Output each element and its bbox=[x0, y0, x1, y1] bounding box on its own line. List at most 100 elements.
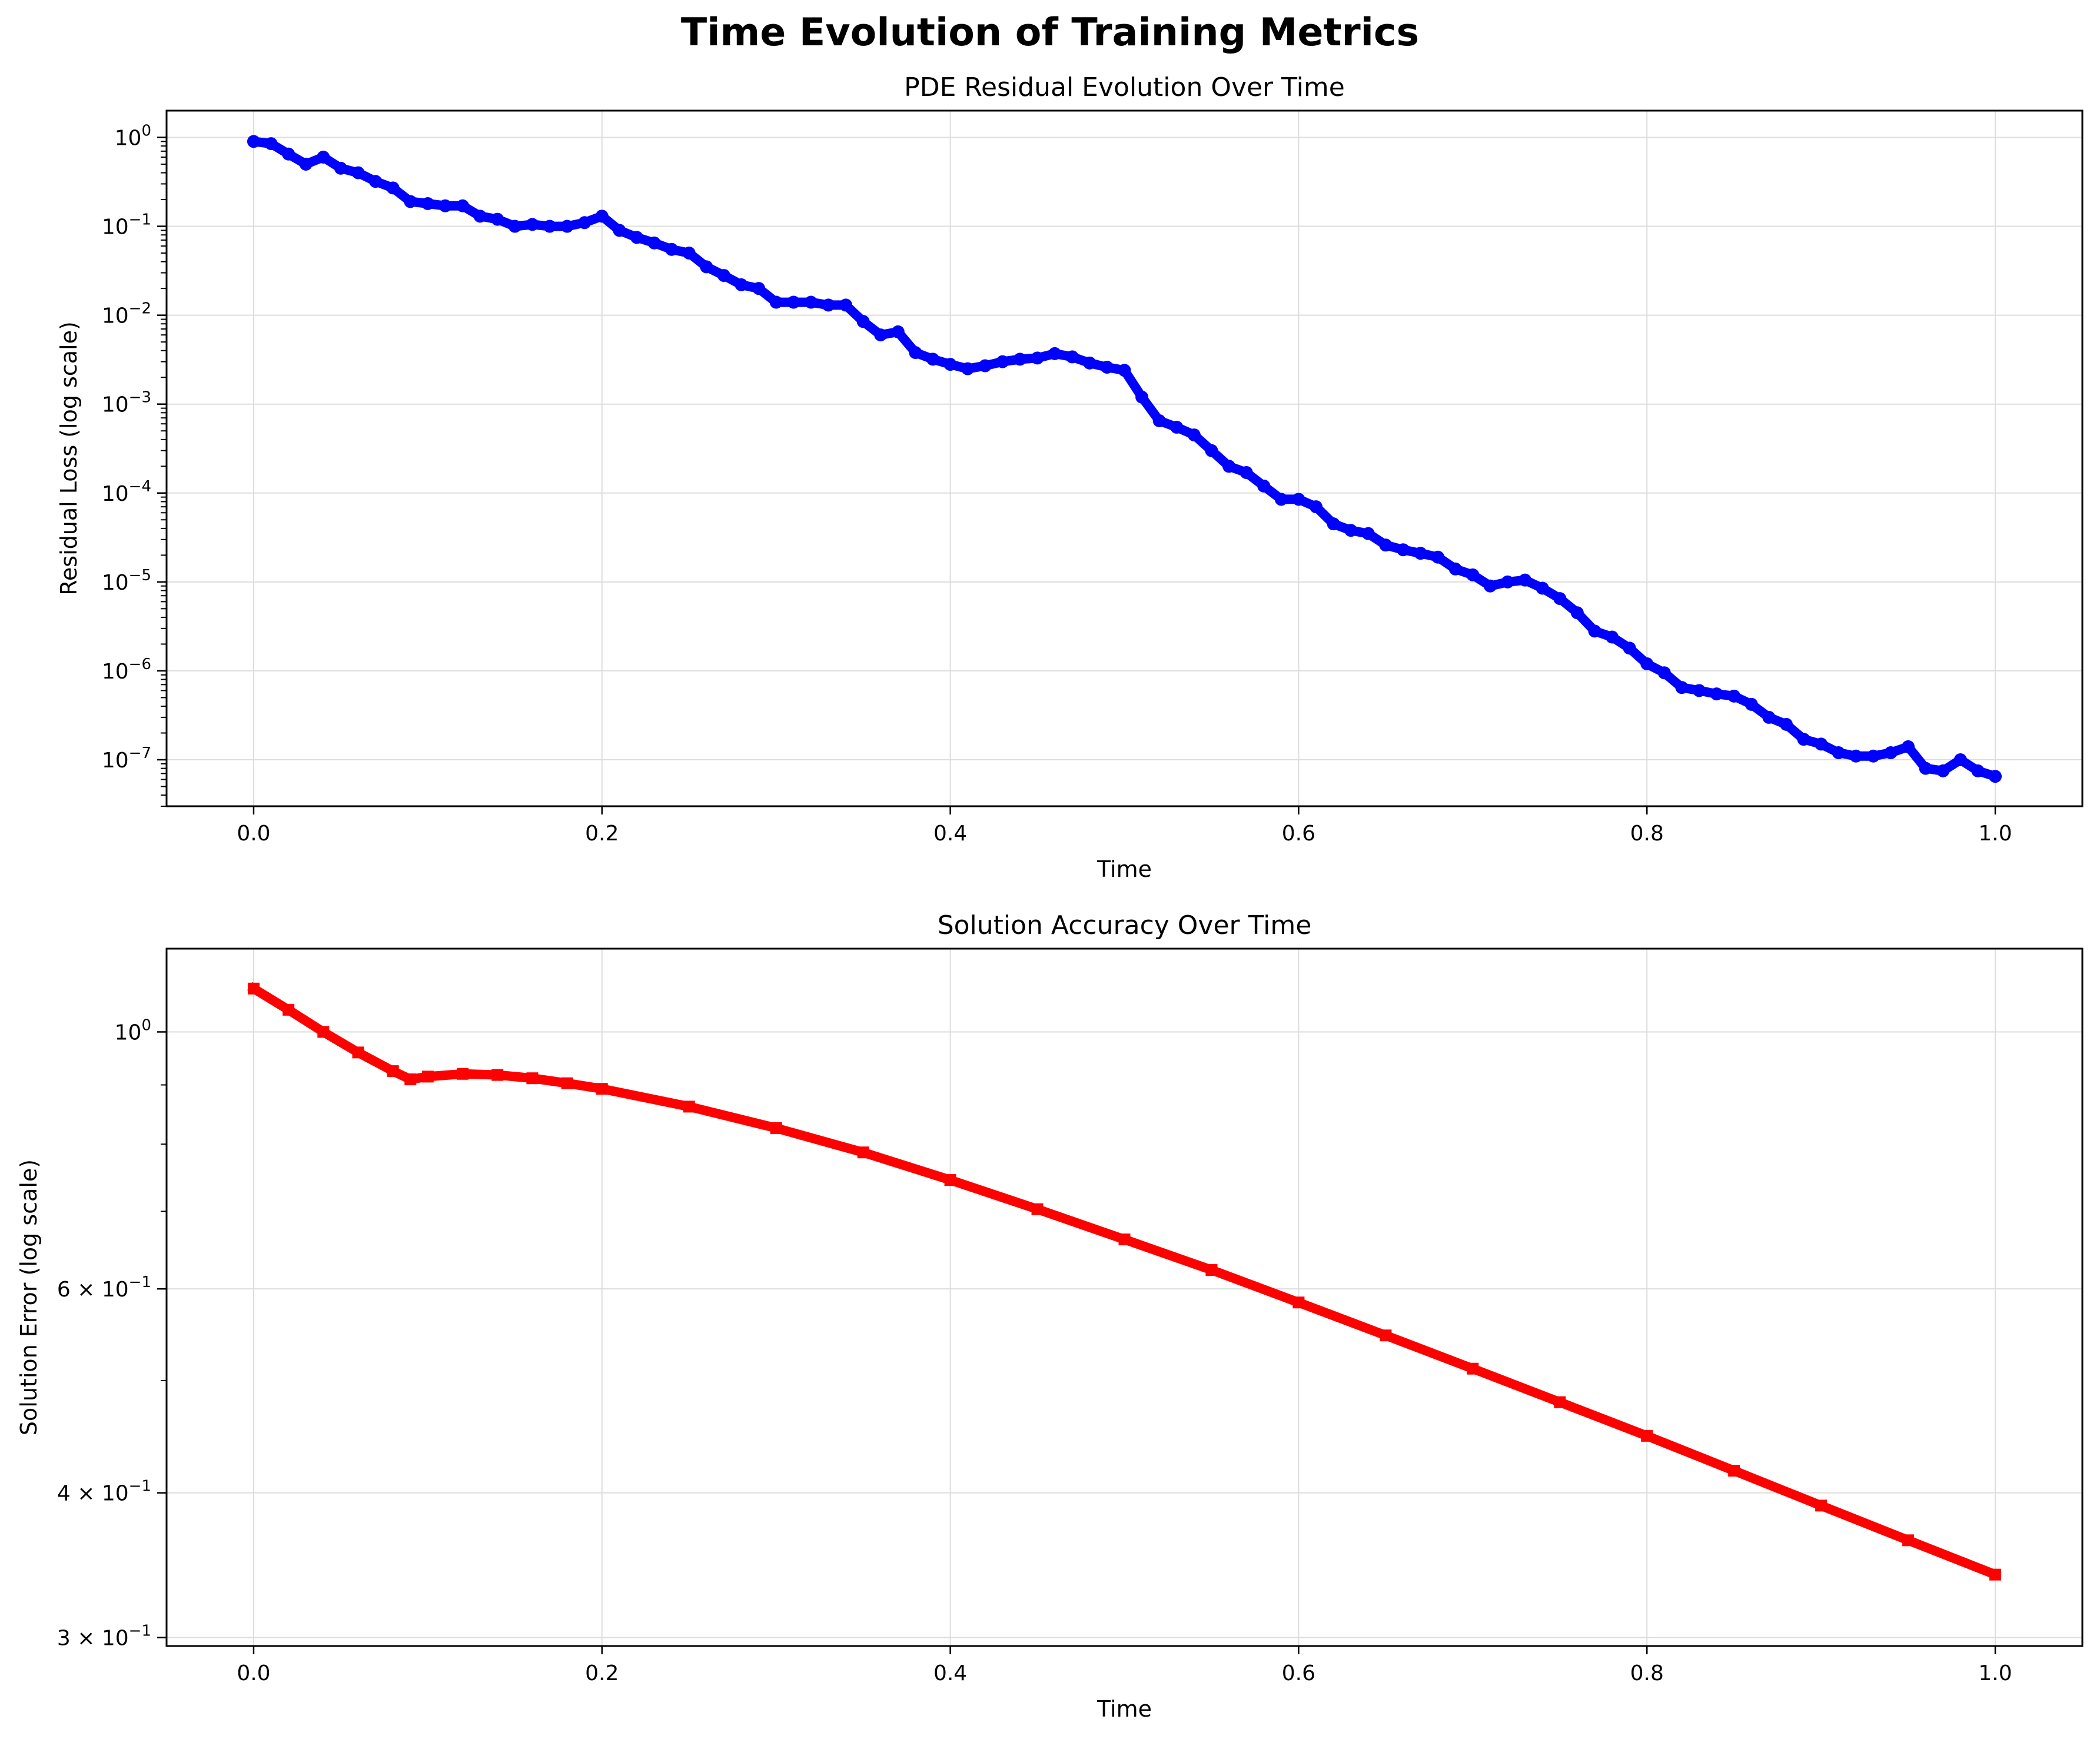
data-point bbox=[1832, 746, 1845, 760]
data-point bbox=[1727, 689, 1741, 703]
data-point bbox=[978, 359, 992, 373]
data-point bbox=[264, 137, 278, 151]
data-point bbox=[247, 982, 260, 995]
data-point bbox=[1641, 1429, 1653, 1442]
data-point bbox=[561, 1077, 573, 1089]
series-line bbox=[249, 137, 2000, 782]
data-point bbox=[1953, 753, 1967, 767]
data-point bbox=[735, 278, 748, 291]
data-point bbox=[526, 1072, 539, 1085]
data-point bbox=[665, 242, 679, 256]
y-tick-label: 10−2 bbox=[102, 300, 151, 328]
data-point bbox=[1292, 1296, 1305, 1309]
y-tick-label: 10−1 bbox=[102, 211, 151, 240]
data-point bbox=[282, 147, 295, 161]
data-point bbox=[804, 295, 818, 309]
data-point bbox=[943, 358, 957, 371]
data-point bbox=[404, 1073, 417, 1086]
data-point bbox=[1135, 390, 1149, 404]
data-point bbox=[1606, 630, 1619, 644]
data-point bbox=[1414, 547, 1427, 560]
data-point bbox=[1240, 465, 1253, 479]
data-point bbox=[752, 282, 766, 295]
data-point bbox=[787, 295, 800, 309]
data-point bbox=[1344, 524, 1358, 537]
x-tick-label: 0.0 bbox=[237, 822, 270, 846]
data-point bbox=[1100, 361, 1114, 374]
data-point bbox=[1919, 762, 1932, 775]
data-point bbox=[1501, 575, 1514, 588]
y-tick-label: 10−6 bbox=[102, 656, 151, 684]
data-point bbox=[1118, 364, 1131, 377]
data-point bbox=[1675, 681, 1689, 694]
data-point bbox=[473, 210, 487, 223]
x-tick-label: 0.8 bbox=[1630, 1661, 1664, 1685]
data-point bbox=[247, 135, 260, 148]
y-tick-label: 10−4 bbox=[102, 478, 151, 506]
y-axis-label: Solution Error (log scale) bbox=[16, 1159, 42, 1435]
y-tick-label: 10−7 bbox=[102, 744, 151, 773]
chart-title: PDE Residual Evolution Over Time bbox=[904, 72, 1345, 102]
x-tick-label: 1.0 bbox=[1978, 1661, 2012, 1685]
x-tick-label: 0.2 bbox=[585, 1661, 619, 1685]
data-point bbox=[1361, 527, 1375, 540]
data-point bbox=[1380, 1329, 1392, 1342]
y-tick-label: 3 × 10−1 bbox=[57, 1622, 151, 1651]
data-point bbox=[839, 298, 853, 312]
data-point bbox=[1118, 1233, 1131, 1246]
data-point bbox=[1518, 573, 1532, 587]
data-point bbox=[1310, 500, 1323, 514]
data-point bbox=[1884, 746, 1898, 760]
data-point bbox=[1693, 684, 1706, 697]
data-point bbox=[1728, 1465, 1740, 1477]
data-point bbox=[1745, 697, 1758, 711]
x-tick-label: 0.0 bbox=[237, 1661, 270, 1685]
data-point bbox=[1779, 717, 1793, 731]
data-point bbox=[1623, 641, 1636, 655]
data-point bbox=[299, 157, 313, 171]
data-point bbox=[457, 1068, 469, 1080]
data-point bbox=[1048, 347, 1062, 360]
data-point bbox=[1815, 1499, 1827, 1512]
data-point bbox=[351, 166, 365, 179]
data-point bbox=[683, 1100, 695, 1113]
data-point bbox=[1797, 733, 1810, 746]
x-tick-label: 0.8 bbox=[1630, 822, 1664, 846]
data-point bbox=[404, 195, 417, 208]
data-point bbox=[387, 1065, 399, 1078]
data-point bbox=[1431, 550, 1445, 564]
data-point bbox=[1152, 414, 1166, 427]
data-point bbox=[647, 236, 661, 250]
data-point bbox=[578, 216, 592, 230]
data-point bbox=[1483, 579, 1497, 593]
data-point bbox=[770, 1122, 782, 1134]
x-tick-label: 0.6 bbox=[1282, 822, 1315, 846]
data-point bbox=[1448, 562, 1462, 576]
data-point bbox=[560, 220, 574, 233]
data-point bbox=[369, 175, 383, 188]
series-line bbox=[247, 982, 2002, 1581]
y-tick-label: 4 × 10−1 bbox=[57, 1478, 151, 1506]
data-point bbox=[1553, 592, 1567, 606]
y-tick-label: 100 bbox=[115, 1016, 151, 1045]
data-point bbox=[491, 212, 504, 226]
data-point bbox=[613, 224, 626, 237]
data-point bbox=[352, 1046, 364, 1059]
data-point bbox=[1902, 740, 1915, 753]
data-point bbox=[1657, 666, 1671, 680]
data-point bbox=[596, 1083, 608, 1095]
data-point bbox=[1031, 1203, 1044, 1215]
figure-title: Time Evolution of Training Metrics bbox=[680, 11, 1420, 55]
data-point bbox=[317, 1026, 330, 1038]
x-axis-label: Time bbox=[1096, 856, 1152, 882]
data-point bbox=[1083, 356, 1096, 370]
data-point bbox=[961, 362, 975, 375]
data-point bbox=[856, 315, 870, 328]
x-tick-label: 0.2 bbox=[585, 822, 619, 846]
plot-frame bbox=[165, 109, 2084, 807]
data-point bbox=[1187, 428, 1201, 442]
data-point bbox=[996, 355, 1009, 368]
data-point bbox=[926, 353, 939, 366]
data-point bbox=[1379, 538, 1393, 552]
